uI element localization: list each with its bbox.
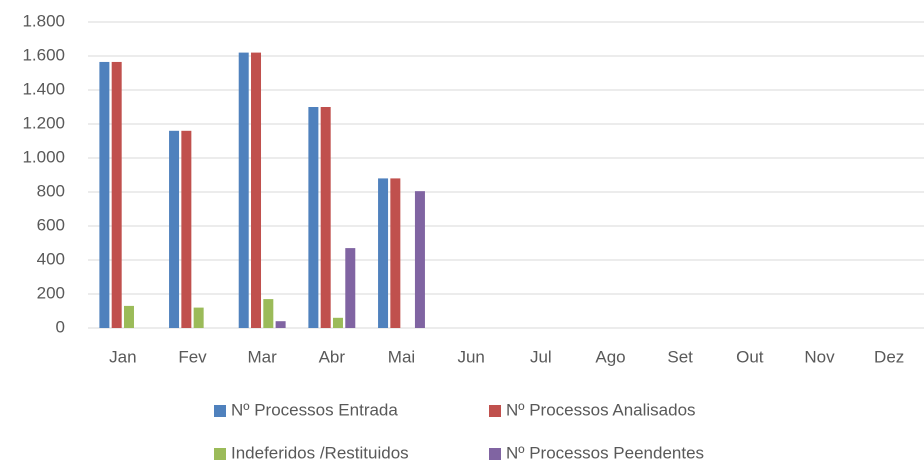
y-tick-label: 800 bbox=[37, 181, 65, 200]
bar bbox=[99, 61, 110, 328]
bar bbox=[193, 307, 204, 328]
y-tick-label: 600 bbox=[37, 215, 65, 234]
x-tick-label: Dez bbox=[874, 347, 904, 366]
legend-swatch bbox=[214, 448, 226, 460]
y-tick-label: 400 bbox=[37, 249, 65, 268]
bar bbox=[275, 321, 286, 328]
bar bbox=[251, 52, 262, 328]
bar bbox=[111, 61, 122, 328]
x-tick-label: Nov bbox=[804, 347, 835, 366]
y-tick-label: 1.000 bbox=[22, 147, 65, 166]
y-tick-label: 1.800 bbox=[22, 11, 65, 30]
x-tick-label: Mai bbox=[388, 347, 415, 366]
y-tick-label: 1.200 bbox=[22, 113, 65, 132]
x-tick-label: Jan bbox=[109, 347, 136, 366]
y-tick-label: 1.600 bbox=[22, 45, 65, 64]
bar bbox=[263, 299, 274, 328]
x-tick-label: Abr bbox=[319, 347, 346, 366]
legend-label: Nº Processos Analisados bbox=[506, 400, 696, 419]
y-tick-label: 0 bbox=[56, 317, 65, 336]
bar bbox=[320, 107, 331, 328]
legend-label: Indeferidos /Restituidos bbox=[231, 443, 409, 462]
legend-label: Nº Processos Peendentes bbox=[506, 443, 704, 462]
x-tick-label: Jul bbox=[530, 347, 552, 366]
bar bbox=[123, 305, 134, 328]
y-tick-label: 1.400 bbox=[22, 79, 65, 98]
legend-swatch bbox=[214, 405, 226, 417]
bar bbox=[308, 107, 319, 328]
x-tick-label: Set bbox=[667, 347, 693, 366]
bar bbox=[332, 317, 343, 328]
x-tick-label: Jun bbox=[457, 347, 484, 366]
legend-swatch bbox=[489, 448, 501, 460]
x-tick-label: Fev bbox=[178, 347, 207, 366]
x-tick-label: Mar bbox=[248, 347, 278, 366]
bar bbox=[414, 191, 425, 328]
bar bbox=[345, 248, 356, 328]
x-tick-label: Out bbox=[736, 347, 764, 366]
bar bbox=[390, 178, 401, 328]
legend-label: Nº Processos Entrada bbox=[231, 400, 398, 419]
y-tick-label: 200 bbox=[37, 283, 65, 302]
bar bbox=[378, 178, 389, 328]
bar bbox=[169, 130, 180, 328]
legend-swatch bbox=[489, 405, 501, 417]
bar bbox=[181, 130, 192, 328]
x-tick-label: Ago bbox=[595, 347, 625, 366]
bar bbox=[238, 52, 249, 328]
